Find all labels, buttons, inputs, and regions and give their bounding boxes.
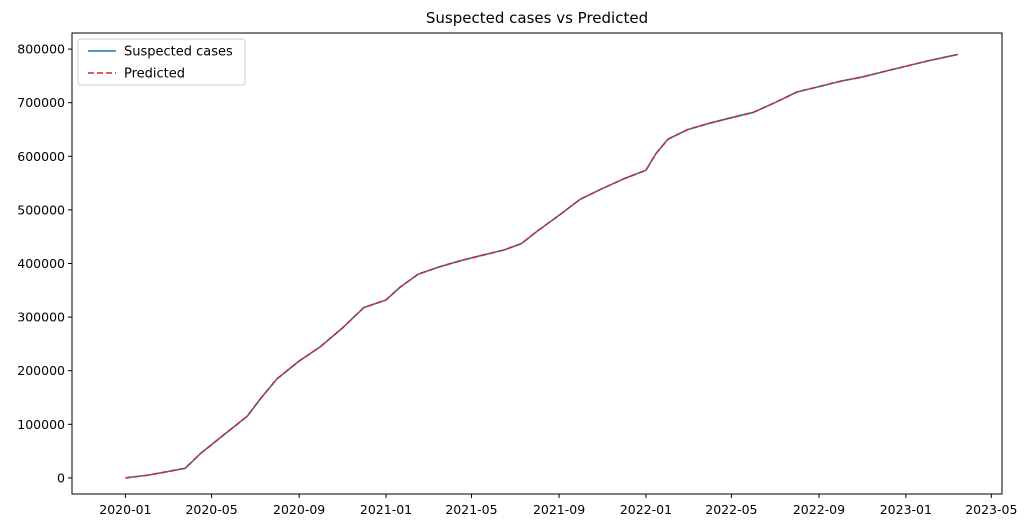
x-tick-label: 2023-05 — [965, 502, 1017, 517]
y-tick-label: 100000 — [17, 417, 65, 432]
x-tick-label: 2021-09 — [533, 502, 585, 517]
series-line-predicted — [125, 53, 959, 479]
y-tick-label: 400000 — [17, 256, 65, 271]
x-tick-label: 2022-01 — [620, 502, 672, 517]
legend: Suspected cases Predicted — [77, 38, 246, 86]
y-axis-ticks: 0 100000 200000 300000 400000 500000 600000 700… — [17, 42, 72, 485]
y-tick-label: 700000 — [17, 95, 65, 110]
x-tick-label: 2020-05 — [185, 502, 237, 517]
series-line-suspected-cases — [125, 53, 959, 479]
x-tick-label: 2022-09 — [793, 502, 845, 517]
legend-label: Predicted — [124, 67, 185, 82]
x-tick-label: 2020-01 — [99, 502, 151, 517]
y-tick-label: 200000 — [17, 363, 65, 378]
y-tick-label: 0 — [57, 470, 65, 485]
y-tick-label: 300000 — [17, 310, 65, 325]
y-tick-label: 800000 — [17, 42, 65, 57]
chart-title: Suspected cases vs Predicted — [426, 9, 648, 27]
y-tick-label: 500000 — [17, 202, 65, 217]
y-tick-label: 600000 — [17, 149, 65, 164]
legend-label: Suspected cases — [124, 45, 233, 60]
legend-box — [77, 38, 246, 86]
x-tick-label: 2022-05 — [705, 502, 757, 517]
plot-lines — [125, 53, 959, 479]
x-tick-label: 2023-01 — [880, 502, 932, 517]
x-tick-label: 2021-05 — [445, 502, 497, 517]
plot-frame — [71, 32, 1003, 495]
x-axis-ticks: 2020-01 2020-05 2020-09 2021-01 2021-05 2021-… — [99, 494, 1017, 517]
x-tick-label: 2020-09 — [273, 502, 325, 517]
x-tick-label: 2021-01 — [360, 502, 412, 517]
